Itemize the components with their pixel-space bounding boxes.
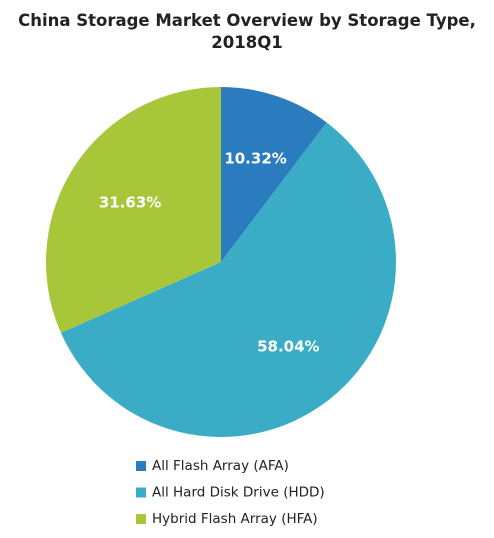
chart-title: China Storage Market Overview by Storage… <box>18 11 476 52</box>
pie-slice <box>221 87 327 262</box>
legend-swatch <box>136 461 146 471</box>
legend-label: All Flash Array (AFA) <box>152 458 289 474</box>
legend-swatch <box>136 487 146 498</box>
data-label: 58.04% <box>257 338 319 356</box>
data-label: 31.63% <box>99 193 161 211</box>
legend-label: Hybrid Flash Array (HFA) <box>152 511 318 527</box>
pie-slice <box>60 122 396 437</box>
legend-label: All Hard Disk Drive (HDD) <box>152 485 325 501</box>
data-label: 10.32% <box>224 150 286 168</box>
pie-slice <box>45 86 222 333</box>
legend-swatch <box>136 514 146 524</box>
